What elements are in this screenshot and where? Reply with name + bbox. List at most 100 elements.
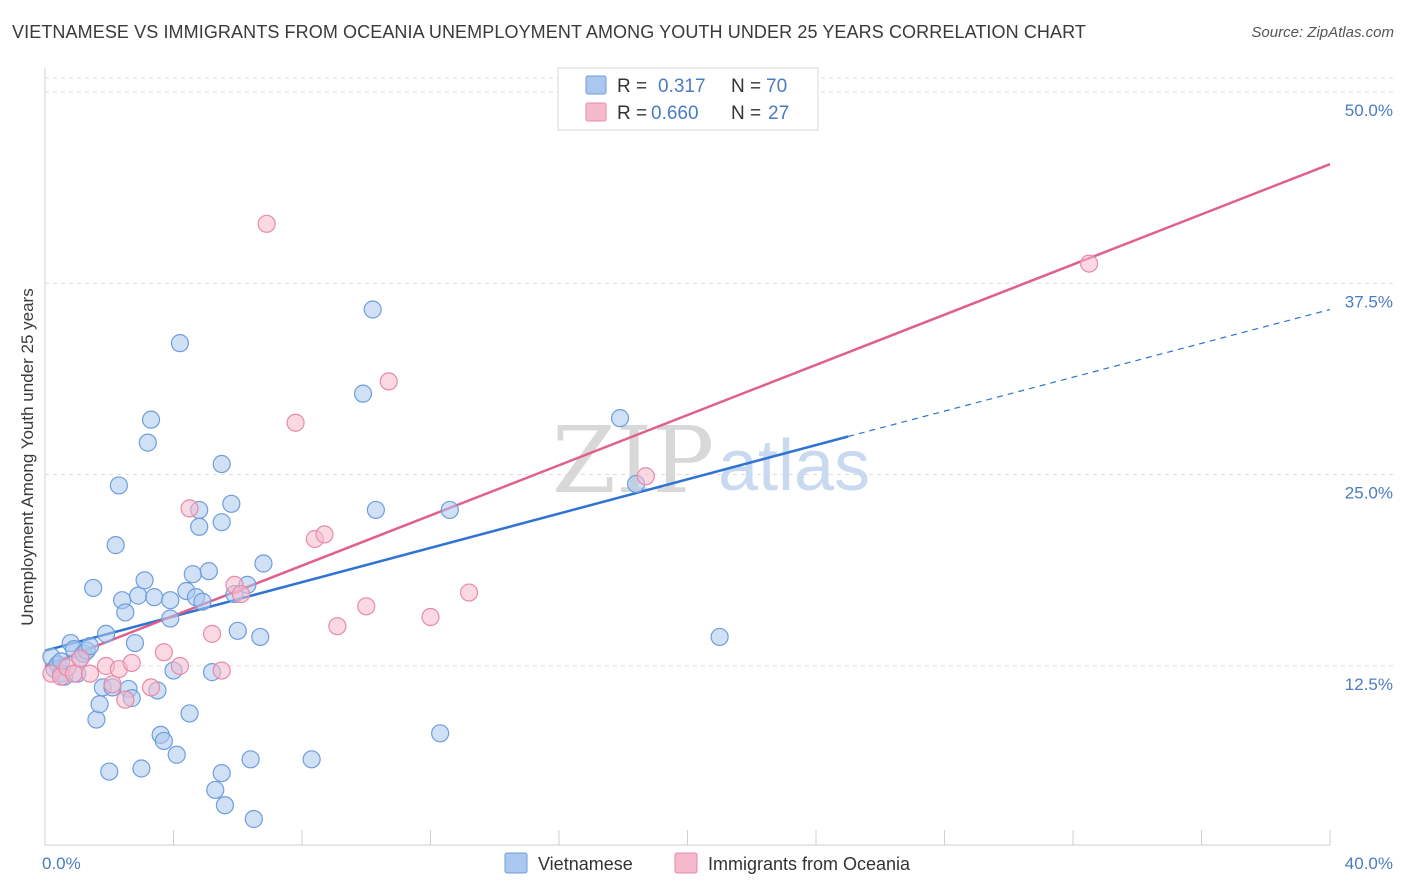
oceania-point: [64, 664, 84, 683]
y-axis-label: Unemployment Among Youth under 25 years: [18, 288, 37, 625]
oceania-point: [286, 413, 305, 432]
vietnamese-point: [106, 536, 125, 555]
series-oceania-points: [42, 214, 1099, 709]
legend-n-label-2: N =: [731, 103, 761, 124]
oceania-point: [459, 583, 479, 602]
vietnamese-point: [251, 627, 270, 647]
bottom-legend-swatch-oceania: [674, 852, 698, 874]
oceania-point: [379, 372, 398, 391]
x-tick-marks: [44, 830, 1331, 845]
vietnamese-point: [135, 571, 154, 590]
vietnamese-point: [109, 476, 128, 495]
oceania-point: [71, 649, 90, 668]
oceania-point: [103, 675, 122, 694]
vietnamese-point: [141, 410, 161, 429]
bottom-legend-swatch-vietnamese: [504, 852, 528, 874]
oceania-point: [1079, 254, 1099, 273]
top-legend: R = 0.317 N = 70 R = 0.660 N = 27: [557, 67, 819, 131]
legend-r-value-2: 0.660: [651, 103, 699, 124]
oceania-point: [636, 467, 655, 486]
trend-line-oceania: [44, 162, 1331, 668]
watermark-atlas: atlas: [718, 426, 870, 506]
vietnamese-point: [431, 724, 450, 743]
vietnamese-point: [125, 633, 145, 653]
source-name: ZipAtlas.com: [1307, 24, 1394, 41]
legend-n-value-2: 27: [768, 103, 789, 124]
vietnamese-point: [212, 763, 231, 783]
vietnamese-point: [254, 554, 273, 573]
oceania-point: [257, 214, 276, 233]
vietnamese-point: [215, 796, 234, 815]
vietnamese-point: [87, 710, 106, 729]
vietnamese-point: [212, 513, 231, 532]
y-tick-label: 25.0%: [1345, 484, 1393, 503]
vietnamese-point: [190, 517, 209, 536]
vietnamese-point: [129, 586, 148, 605]
vietnamese-point: [212, 454, 231, 474]
vietnamese-point: [241, 750, 260, 769]
oceania-point: [315, 525, 334, 544]
vietnamese-point: [96, 624, 116, 643]
vietnamese-point: [199, 562, 218, 581]
legend-n-value-1: 70: [766, 76, 787, 97]
trend-line-vietnamese-extension: [847, 308, 1331, 438]
oceania-point: [170, 656, 190, 676]
oceania-point: [421, 607, 440, 627]
vietnamese-point: [84, 578, 103, 598]
y-tick-label: 37.5%: [1345, 292, 1393, 311]
oceania-point: [202, 624, 222, 643]
trend-lines: [44, 162, 1331, 668]
oceania-point: [141, 678, 161, 697]
chart-title: VIETNAMESE VS IMMIGRANTS FROM OCEANIA UN…: [12, 22, 1087, 42]
oceania-point: [122, 653, 141, 673]
vietnamese-point: [154, 731, 173, 751]
source-prefix: Source:: [1251, 24, 1308, 41]
legend-r-label-1: R =: [617, 76, 647, 97]
x-tick-label-min: 0.0%: [42, 854, 81, 873]
legend-r-label-2: R =: [617, 103, 647, 124]
y-tick-label: 50.0%: [1345, 101, 1393, 120]
legend-swatch-vietnamese: [585, 75, 607, 95]
vietnamese-point: [90, 695, 109, 714]
oceania-point: [154, 643, 173, 662]
legend-r-value-1: 0.317: [658, 76, 706, 97]
bottom-legend: Vietnamese Immigrants from Oceania: [504, 852, 911, 874]
oceania-point: [328, 617, 347, 636]
source-credit: Source: ZipAtlas.com: [1251, 24, 1394, 41]
legend-n-label-1: N =: [731, 76, 761, 97]
vietnamese-point: [161, 609, 180, 628]
vietnamese-point: [132, 759, 151, 778]
y-tick-labels: 12.5% 25.0% 37.5% 50.0%: [1345, 101, 1393, 694]
bottom-legend-oceania: Immigrants from Oceania: [708, 854, 911, 874]
vietnamese-point: [145, 588, 164, 607]
vietnamese-point: [363, 300, 382, 319]
oceania-point: [357, 597, 376, 616]
vietnamese-point: [353, 384, 373, 403]
vietnamese-point: [180, 704, 199, 723]
x-tick-label-max: 40.0%: [1345, 854, 1393, 873]
oceania-point: [231, 584, 251, 604]
oceania-point: [80, 664, 100, 683]
vietnamese-point: [222, 494, 241, 513]
vietnamese-point: [80, 636, 100, 656]
bottom-legend-vietnamese: Vietnamese: [538, 854, 633, 874]
vietnamese-point: [366, 500, 385, 520]
vietnamese-point: [116, 603, 135, 622]
vietnamese-point: [244, 809, 263, 829]
vietnamese-point: [440, 500, 459, 520]
vietnamese-point: [100, 762, 119, 781]
vietnamese-point: [183, 565, 202, 584]
vietnamese-point: [206, 780, 225, 800]
oceania-point: [212, 661, 231, 680]
y-tick-label: 12.5%: [1345, 675, 1393, 694]
vietnamese-point: [610, 409, 630, 428]
vietnamese-point: [228, 621, 247, 640]
watermark-zip: ZIP: [552, 407, 714, 514]
oceania-point: [116, 690, 135, 709]
oceania-point: [180, 499, 199, 518]
vietnamese-point: [167, 745, 186, 764]
vietnamese-point: [138, 433, 157, 452]
legend-swatch-oceania: [585, 102, 607, 122]
vietnamese-point: [710, 627, 729, 647]
